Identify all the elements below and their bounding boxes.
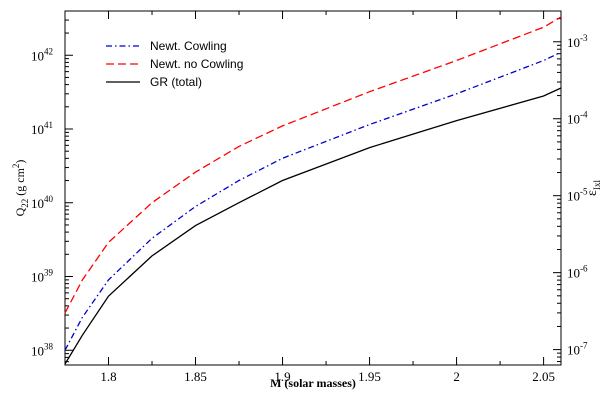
legend-label-newt-cowling: Newt. Cowling — [150, 39, 227, 53]
x-tick-label-5: 2.05 — [532, 369, 555, 384]
y-axis-right-title: εIxl — [585, 180, 602, 196]
x-tick-label-2: 1.9 — [274, 369, 290, 384]
y-left-title-unit-open: (g cm — [13, 167, 27, 198]
series-layer — [64, 16, 562, 365]
y-left-tick-label-3: 1041 — [31, 120, 53, 137]
y-left-tick-label-0: 1038 — [31, 341, 54, 358]
y-right-tick-label-2: 10-5 — [567, 187, 588, 204]
y-right-title-sub: Ixl — [592, 180, 602, 190]
series-line-0 — [64, 51, 562, 351]
y-right-tick-label-3: 10-4 — [567, 110, 588, 127]
y-left-title-unit-close: ) — [13, 160, 27, 164]
y-left-title-base: Q — [13, 207, 27, 216]
y-left-tick-label-4: 1042 — [31, 46, 53, 63]
ticks — [64, 11, 561, 365]
legend: Newt. Cowling Newt. no Cowling GR (total… — [106, 39, 243, 89]
x-axis-title: M (solar masses) — [270, 376, 356, 390]
y-right-tick-label-0: 10-7 — [567, 341, 588, 358]
y-right-tick-label-4: 10-3 — [567, 33, 588, 50]
y-left-title-unit-sup: 2 — [11, 164, 21, 169]
y-left-tick-label-2: 1040 — [31, 194, 54, 211]
x-tick-label-4: 2 — [453, 369, 460, 384]
series-line-2 — [64, 87, 562, 365]
plot-frame — [64, 10, 562, 366]
y-left-title-sub: 22 — [20, 199, 30, 208]
y-left-tick-label-1: 1039 — [31, 268, 54, 285]
y-right-title-base: ε — [585, 190, 600, 196]
x-tick-label-3: 1.95 — [358, 369, 381, 384]
x-tick-label-0: 1.8 — [100, 369, 116, 384]
legend-label-gr-total: GR (total) — [150, 75, 202, 89]
y-right-tick-label-1: 10-6 — [567, 264, 588, 281]
legend-label-newt-no-cowling: Newt. no Cowling — [150, 57, 243, 71]
series-line-1 — [64, 16, 562, 314]
y-axis-left-title: Q22 (g cm2) — [11, 160, 30, 217]
tick-labels: 1.8 1.85 1.9 1.95 2 2.05 1038 1039 1040 1041 1042 1… — [31, 33, 588, 384]
x-tick-label-1: 1.85 — [184, 369, 207, 384]
